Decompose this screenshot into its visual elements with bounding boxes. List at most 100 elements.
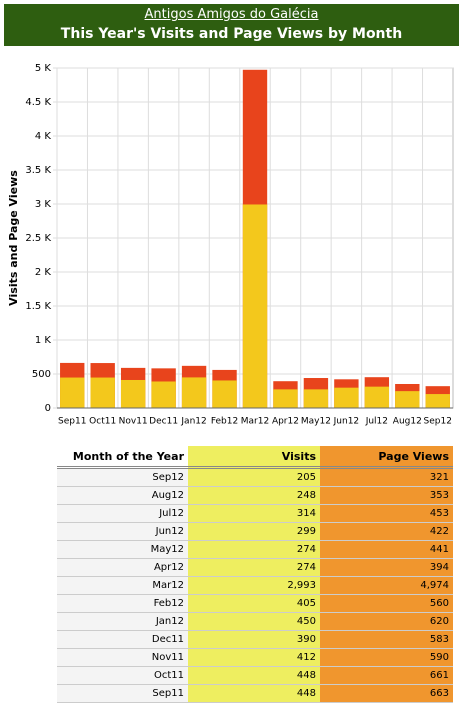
table-row: May12 274 441 bbox=[57, 540, 453, 559]
bar bbox=[151, 381, 176, 408]
site-link[interactable]: Antigos Amigos do Galécia bbox=[144, 7, 319, 22]
x-tick-label: Sep12 bbox=[424, 417, 452, 427]
table-cell: 4,974 bbox=[320, 576, 453, 595]
table-cell: 583 bbox=[320, 630, 453, 649]
table-cell: Aug12 bbox=[57, 486, 188, 505]
table-cell: 441 bbox=[320, 540, 453, 559]
table-row: Oct11 448 661 bbox=[57, 666, 453, 685]
table-row: Jan12 450 620 bbox=[57, 612, 453, 631]
table-cell: 353 bbox=[320, 486, 453, 505]
table-row: Feb12 405 560 bbox=[57, 594, 453, 613]
table-cell: Jun12 bbox=[57, 522, 188, 541]
y-tick-label: 4.5 K bbox=[25, 97, 51, 108]
y-tick-label: 2 K bbox=[35, 267, 52, 278]
table-cell: Sep11 bbox=[57, 684, 188, 703]
y-tick-label: 5 K bbox=[35, 63, 52, 74]
table-cell: 620 bbox=[320, 612, 453, 631]
bar bbox=[364, 386, 390, 408]
table-cell: Dec11 bbox=[57, 630, 188, 649]
table-row: Dec11 390 583 bbox=[57, 630, 453, 649]
x-tick-label: Nov11 bbox=[119, 417, 148, 427]
table-cell: 274 bbox=[188, 558, 320, 577]
x-tick-label: Oct11 bbox=[89, 417, 116, 427]
y-tick-label: 2.5 K bbox=[25, 233, 51, 244]
bar bbox=[120, 379, 146, 408]
column-header: Month of the Year bbox=[57, 446, 188, 469]
bar bbox=[90, 377, 115, 408]
x-tick-label: May12 bbox=[301, 417, 331, 427]
table-cell: 321 bbox=[320, 467, 453, 487]
title: This Year's Visits and Page Views by Mon… bbox=[60, 26, 403, 42]
x-tick-label: Jul12 bbox=[365, 417, 388, 427]
table-row: Mar12 2,993 4,974 bbox=[57, 576, 453, 595]
x-tick-label: Dec11 bbox=[149, 417, 178, 427]
x-tick-label: Feb12 bbox=[211, 417, 238, 427]
y-tick-label: 1.5 K bbox=[25, 301, 51, 312]
table-row: Sep11 448 663 bbox=[57, 684, 453, 703]
y-tick-label: 4 K bbox=[35, 131, 52, 142]
bar bbox=[242, 204, 268, 408]
x-tick-label: Jun12 bbox=[333, 417, 360, 427]
table-row: Jun12 299 422 bbox=[57, 522, 453, 541]
table-row: Sep12 205 321 bbox=[57, 467, 453, 487]
table-row: Nov11 412 590 bbox=[57, 648, 453, 667]
bar bbox=[395, 391, 420, 408]
bar bbox=[181, 377, 207, 408]
y-tick-label: 3 K bbox=[35, 199, 52, 210]
y-tick-label: 0 bbox=[45, 403, 51, 414]
bar bbox=[303, 389, 329, 408]
table-cell: 422 bbox=[320, 522, 453, 541]
y-tick-label: 500 bbox=[32, 369, 51, 380]
table-cell: 448 bbox=[188, 666, 320, 685]
table-cell: Apr12 bbox=[57, 558, 188, 577]
header: Antigos Amigos do Galécia This Year's Vi… bbox=[4, 4, 459, 46]
table-row: Apr12 274 394 bbox=[57, 558, 453, 577]
table-cell: Sep12 bbox=[57, 467, 188, 487]
table-cell: 394 bbox=[320, 558, 453, 577]
y-tick-label: 1 K bbox=[35, 335, 52, 346]
table-cell: Oct11 bbox=[57, 666, 188, 685]
table-cell: 248 bbox=[188, 486, 320, 505]
table-cell: Jul12 bbox=[57, 504, 188, 523]
table-row: Jul12 314 453 bbox=[57, 504, 453, 523]
x-tick-label: Aug12 bbox=[393, 417, 422, 427]
table-cell: 453 bbox=[320, 504, 453, 523]
table-cell: 448 bbox=[188, 684, 320, 703]
table-row: Aug12 248 353 bbox=[57, 486, 453, 505]
table-cell: 560 bbox=[320, 594, 453, 613]
x-tick-label: Mar12 bbox=[241, 417, 269, 427]
table-cell: 299 bbox=[188, 522, 320, 541]
data-table: Month of the Year Visits Page Views Sep12 20… bbox=[57, 446, 453, 703]
chart: Visits and Page Views 0 500 1 K 1.5 K 2 K 2.5… bbox=[7, 63, 454, 427]
y-tick-label: 3.5 K bbox=[25, 165, 51, 176]
column-header: Page Views bbox=[320, 446, 453, 469]
table-cell: 314 bbox=[188, 504, 320, 523]
bar bbox=[334, 387, 359, 408]
table-cell: 274 bbox=[188, 540, 320, 559]
header-row: Month of the Year Visits Page Views bbox=[57, 446, 453, 469]
table-cell: 390 bbox=[188, 630, 320, 649]
table-cell: 590 bbox=[320, 648, 453, 667]
table-cell: May12 bbox=[57, 540, 188, 559]
table-cell: 412 bbox=[188, 648, 320, 667]
table-cell: Jan12 bbox=[57, 612, 188, 631]
table-cell: Mar12 bbox=[57, 576, 188, 595]
table-cell: 661 bbox=[320, 666, 453, 685]
bar bbox=[60, 377, 85, 408]
bar bbox=[425, 394, 450, 408]
x-tick-label: Sep11 bbox=[58, 417, 86, 427]
x-tick-label: Jan12 bbox=[180, 417, 206, 427]
table-cell: 663 bbox=[320, 684, 453, 703]
y-axis-label: Visits and Page Views bbox=[7, 170, 20, 306]
column-header: Visits bbox=[188, 446, 320, 469]
table-cell: 450 bbox=[188, 612, 320, 631]
table-cell: Feb12 bbox=[57, 594, 188, 613]
table-cell: 405 bbox=[188, 594, 320, 613]
bar bbox=[273, 389, 298, 408]
bar bbox=[212, 380, 237, 408]
table-cell: 205 bbox=[188, 467, 320, 487]
table-cell: 2,993 bbox=[188, 576, 320, 595]
x-tick-label: Apr12 bbox=[272, 417, 299, 427]
table-cell: Nov11 bbox=[57, 648, 188, 667]
